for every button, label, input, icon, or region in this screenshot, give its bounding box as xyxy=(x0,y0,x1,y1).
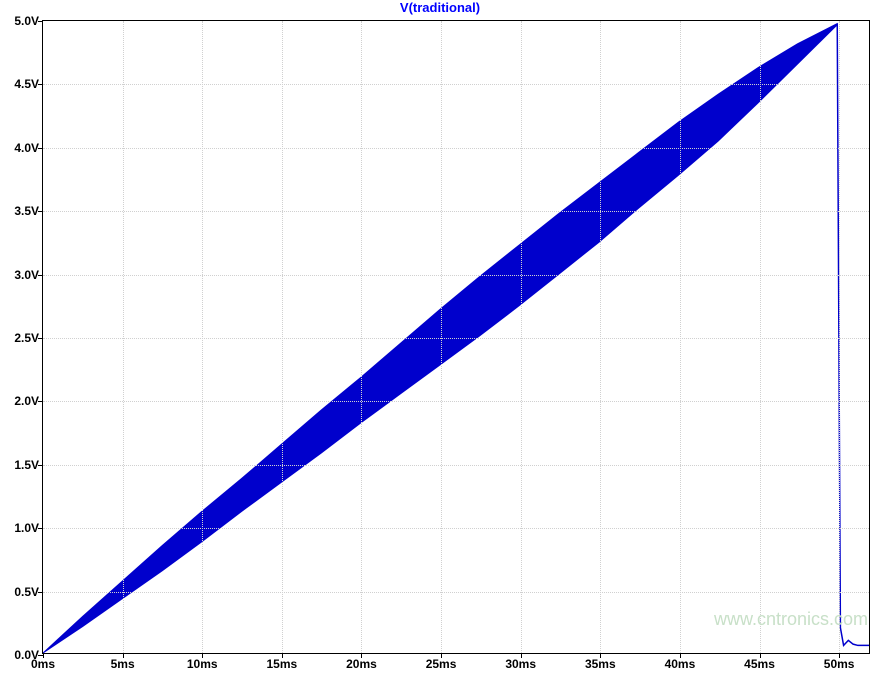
x-tick xyxy=(282,653,283,658)
x-tick xyxy=(123,653,124,658)
y-tick xyxy=(38,148,43,149)
gridline-v xyxy=(760,21,761,653)
chart-container: V(traditional) 0.0V0.5V1.0V1.5V2.0V2.5V3… xyxy=(0,0,880,680)
y-tick xyxy=(38,401,43,402)
gridline-h xyxy=(43,401,869,402)
gridline-h xyxy=(43,148,869,149)
x-tick xyxy=(680,653,681,658)
y-tick xyxy=(38,275,43,276)
x-tick xyxy=(361,653,362,658)
y-tick xyxy=(38,21,43,22)
gridline-v xyxy=(361,21,362,653)
gridline-v xyxy=(839,21,840,653)
gridline-v xyxy=(680,21,681,653)
gridline-v xyxy=(441,21,442,653)
gridline-v xyxy=(202,21,203,653)
y-tick xyxy=(38,338,43,339)
x-tick xyxy=(600,653,601,658)
x-tick xyxy=(43,653,44,658)
gridline-h xyxy=(43,211,869,212)
x-tick xyxy=(441,653,442,658)
y-tick xyxy=(38,655,43,656)
chart-title: V(traditional) xyxy=(0,0,880,15)
gridline-h xyxy=(43,592,869,593)
y-tick xyxy=(38,528,43,529)
gridline-v xyxy=(282,21,283,653)
plot-area: 0.0V0.5V1.0V1.5V2.0V2.5V3.0V3.5V4.0V4.5V… xyxy=(42,20,870,654)
gridline-h xyxy=(43,275,869,276)
y-tick xyxy=(38,211,43,212)
signal-trace xyxy=(43,21,869,653)
gridline-h xyxy=(43,84,869,85)
trace-tail xyxy=(837,24,869,646)
gridline-h xyxy=(43,528,869,529)
gridline-v xyxy=(521,21,522,653)
gridline-v xyxy=(123,21,124,653)
x-tick xyxy=(202,653,203,658)
x-tick xyxy=(521,653,522,658)
x-tick xyxy=(839,653,840,658)
y-tick xyxy=(38,592,43,593)
y-tick xyxy=(38,84,43,85)
gridline-v xyxy=(600,21,601,653)
gridline-h xyxy=(43,338,869,339)
y-tick xyxy=(38,465,43,466)
x-tick xyxy=(760,653,761,658)
gridline-h xyxy=(43,465,869,466)
